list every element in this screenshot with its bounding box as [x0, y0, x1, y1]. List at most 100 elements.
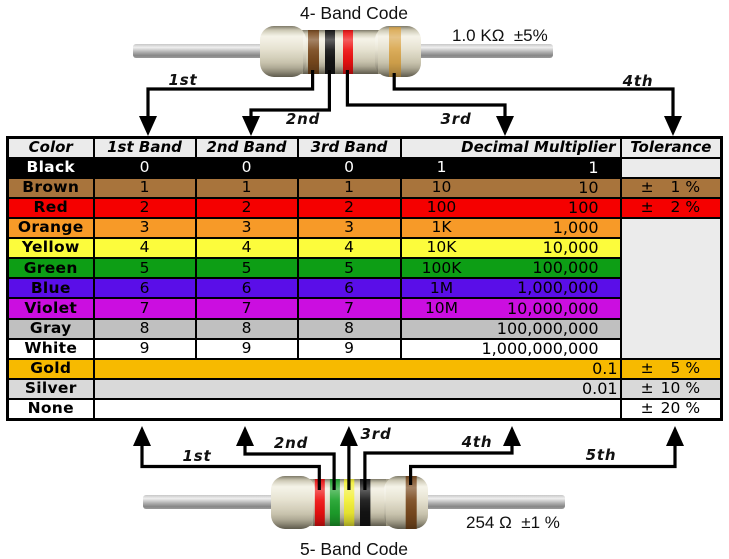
bottom-pointer-5-line — [409, 445, 677, 485]
gray-multiplier: 100,000,000 — [399, 317, 622, 340]
bottom-pointer-arrows — [140, 445, 677, 490]
top-arrowhead-4 — [664, 116, 682, 136]
bottom-resistor-gloss-right — [384, 476, 428, 529]
gray-2nd-band: 8 — [194, 317, 299, 340]
top-resistor-gloss-right — [375, 26, 421, 77]
gray-1st-band: 8 — [92, 317, 197, 340]
yellow-1st-band: 4 — [92, 237, 197, 260]
table-row-brown: Brown 1 1 1 10 10 ± 1 % — [6, 176, 723, 199]
bottom-pointer-4-line — [363, 445, 514, 490]
none-multiplier — [92, 398, 622, 421]
header-3rd-band: 3rd Band — [296, 136, 402, 159]
red-multiplier-short: 100 — [426, 198, 457, 217]
white-2nd-band: 9 — [194, 337, 299, 360]
top-arrowhead-3 — [496, 116, 514, 136]
red-tolerance: ± 2 % — [619, 196, 723, 219]
top-pointer-label-2nd: 2nd — [285, 110, 321, 128]
silver-tolerance-value: 10 % — [660, 379, 701, 398]
yellow-2nd-band: 4 — [194, 237, 299, 260]
top-arrowhead-2 — [242, 116, 260, 136]
violet-multiplier: 10M 10,000,000 — [399, 297, 622, 320]
gold-tolerance-sign: ± — [640, 359, 654, 378]
orange-multiplier: 1K 1,000 — [399, 216, 622, 240]
top-pointer-label-4th: 4th — [622, 72, 654, 90]
violet-3rd-band: 7 — [296, 297, 402, 320]
table-row-violet: Violet 7 7 7 10M 10,000,000 — [6, 297, 722, 320]
red-2nd-band: 2 — [194, 196, 299, 219]
color-name-gray: Gray — [6, 317, 95, 340]
white-multiplier: 1,000,000,000 — [399, 337, 622, 360]
violet-1st-band: 7 — [92, 297, 197, 320]
top-pointer-arrowheads — [139, 116, 682, 136]
brown-multiplier: 10 10 — [399, 176, 622, 199]
yellow-multiplier-full: 10,000 — [542, 238, 599, 258]
orange-2nd-band: 3 — [194, 216, 299, 240]
top-resistor — [133, 26, 553, 77]
color-name-white: White — [6, 337, 95, 360]
table-row-orange: Orange 3 3 3 1K 1,000 — [6, 216, 723, 360]
color-name-violet: Violet — [6, 297, 95, 320]
black-2nd-band: 0 — [194, 156, 299, 179]
table-row-silver: Silver 0.01 ± 10 % — [6, 378, 723, 401]
black-multiplier: 1 1 — [399, 156, 622, 179]
top-pointer-4-line — [392, 73, 675, 117]
color-code-table: Color 1st Band 2nd Band 3rd Band Decimal… — [6, 136, 724, 421]
white-multiplier-full: 1,000,000,000 — [481, 338, 599, 358]
orange-multiplier-short: 1K — [431, 218, 452, 237]
violet-multiplier-full: 10,000,000 — [506, 298, 599, 318]
blue-multiplier-short: 1M — [429, 278, 454, 297]
bottom-pointer-2-line — [243, 445, 336, 490]
silver-tolerance-sign: ± — [640, 379, 654, 398]
green-3rd-band: 5 — [296, 257, 402, 280]
silver-multiplier-full: 0.01 — [581, 379, 618, 399]
top-pointer-label-3rd: 3rd — [440, 110, 472, 128]
table-row-yellow: Yellow 4 4 4 10K 10,000 — [6, 237, 722, 260]
yellow-multiplier-short: 10K — [426, 238, 457, 257]
white-1st-band: 9 — [92, 337, 197, 360]
color-name-red: Red — [6, 196, 95, 219]
bottom-arrowhead-1 — [133, 426, 151, 446]
top-resistor-value: 1.0 KΩ ±5% — [452, 26, 548, 45]
color-name-orange: Orange — [6, 216, 95, 240]
blue-2nd-band: 6 — [194, 277, 299, 300]
color-name-silver: Silver — [6, 378, 95, 401]
gold-tolerance: ± 5 % — [619, 357, 723, 381]
brown-multiplier-short: 10 — [431, 177, 452, 196]
bottom-pointer-arrowheads — [133, 426, 684, 446]
header-2nd-band: 2nd Band — [194, 136, 299, 159]
gold-multiplier-full: 0.1 — [592, 358, 618, 378]
red-tolerance-sign: ± — [640, 198, 654, 217]
table-row-black: Black 0 0 0 1 1 — [6, 156, 723, 179]
blue-multiplier: 1M 1,000,000 — [399, 277, 622, 300]
violet-multiplier-short: 10M — [424, 298, 459, 317]
top-figure-title: 4- Band Code — [300, 3, 408, 23]
yellow-multiplier: 10K 10,000 — [399, 237, 622, 260]
none-tolerance-sign: ± — [640, 399, 654, 418]
header-tolerance: Tolerance — [619, 136, 723, 159]
orange-multiplier-full: 1,000 — [552, 217, 599, 237]
color-name-blue: Blue — [6, 277, 95, 300]
header-1st-band: 1st Band — [92, 136, 197, 159]
bottom-arrowhead-3 — [339, 426, 358, 446]
bottom-resistor-gloss-left — [271, 476, 315, 529]
red-multiplier-full: 100 — [568, 197, 599, 217]
yellow-3rd-band: 4 — [296, 237, 402, 260]
black-multiplier-short: 1 — [436, 157, 447, 176]
bottom-arrowhead-2 — [236, 426, 254, 446]
bottom-pointer-1-line — [140, 445, 321, 490]
table-row-red: Red 2 2 2 100 100 ± 2 % — [6, 196, 723, 219]
blue-multiplier-full: 1,000,000 — [517, 278, 599, 298]
table-row-gray: Gray 8 8 8 100,000,000 — [6, 317, 722, 340]
color-name-black: Black — [6, 156, 95, 179]
top-arrowhead-1 — [139, 116, 157, 136]
empty-tolerance-cell — [619, 216, 723, 360]
black-3rd-band: 0 — [296, 156, 402, 179]
brown-2nd-band: 1 — [194, 176, 299, 199]
green-2nd-band: 5 — [194, 257, 299, 280]
brown-multiplier-full: 10 — [578, 177, 599, 197]
table-row-none: None ± 20 % — [6, 398, 723, 421]
red-1st-band: 2 — [92, 196, 197, 219]
brown-1st-band: 1 — [92, 176, 197, 199]
